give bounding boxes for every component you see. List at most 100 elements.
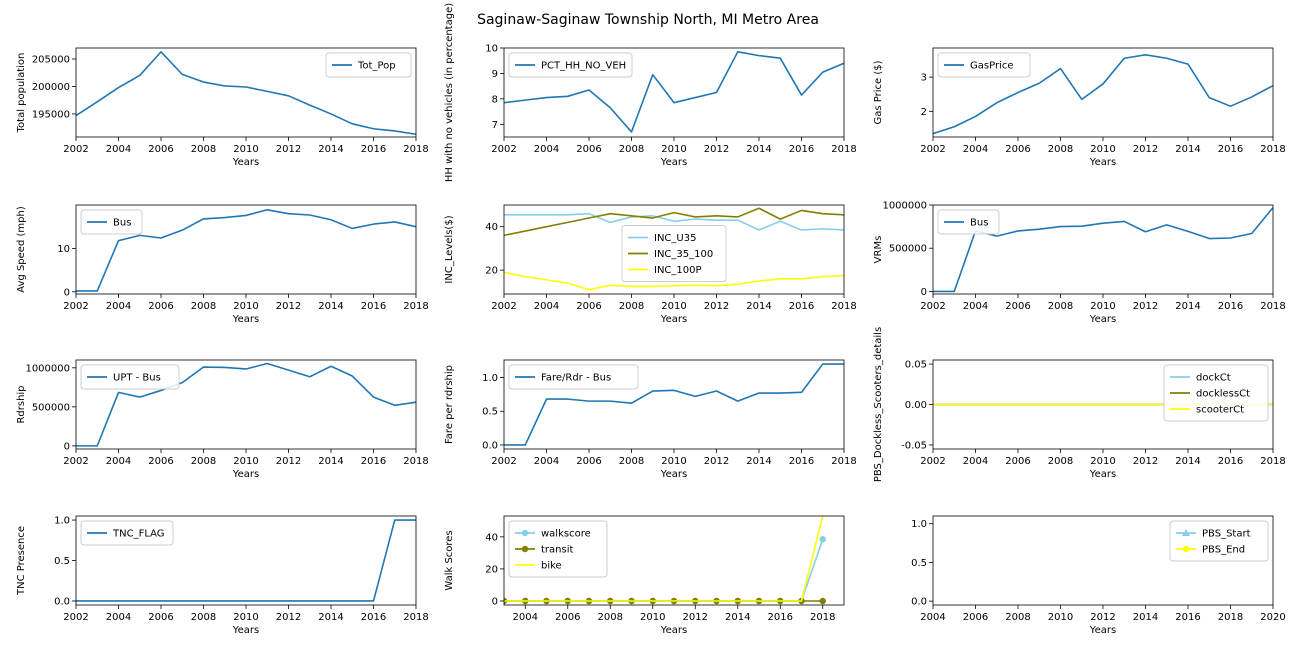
x-tick-label: 2012 [1090,612,1115,623]
y-tick-label: 200000 [32,82,70,93]
x-tick-label: 2008 [191,612,216,623]
x-tick-label: 2004 [534,144,559,155]
x-tick-label: 2016 [361,456,386,467]
x-tick-label: 2002 [920,456,945,467]
x-tick-label: 2012 [276,456,301,467]
legend-box [621,225,727,282]
y-tick-label: 40 [485,222,498,233]
x-axis-label: Years [232,469,259,480]
plot-area [76,519,416,602]
x-tick-label: 2008 [1048,456,1073,467]
x-axis-label: Years [232,314,259,325]
legend-marker [1182,529,1190,536]
y-tick-label: 1.0 [482,373,498,384]
x-tick-label: 2014 [318,301,343,312]
legend-label: scooterCt [1196,405,1244,416]
legend-label: PBS_Start [1202,529,1251,540]
legend-box [1169,520,1269,562]
plot-area [504,516,826,605]
figure-title: Saginaw-Saginaw Township North, MI Metro… [477,12,819,28]
x-tick-label: 2006 [148,456,173,467]
x-tick-label: 2016 [789,301,814,312]
series-line-PCT_HH_NO_VEH [504,51,844,133]
legend-box [80,364,180,390]
y-tick-label: 0 [492,596,498,607]
x-tick-label: 2008 [619,144,644,155]
x-tick-label: 2014 [318,612,343,623]
legend-box [508,364,639,390]
plot-area [504,207,844,291]
x-tick-label: 2002 [920,301,945,312]
legend-label: INC_100P [654,265,702,276]
x-tick-label: 2018 [810,612,835,623]
x-tick-label: 2016 [768,612,793,623]
y-tick-label: 0 [921,287,927,298]
x-tick-label: 2004 [106,144,131,155]
y-tick-label: 1000000 [882,201,927,212]
subplot-walk_scores: 2004 2006 2008 2010 2012 2014 2016 2018 0 20 40 Yea… [444,515,845,636]
x-tick-label: 2018 [831,456,856,467]
legend-label: INC_35_100 [654,249,713,260]
legend-box [80,209,143,235]
legend: Bus [80,209,143,235]
x-tick-label: 2012 [704,144,729,155]
x-tick-label: 2004 [963,456,988,467]
x-axis-label: Years [1089,314,1116,325]
x-tick-label: 2010 [233,456,258,467]
y-axis-label: PBS_Dockless_Scooters_details [873,327,884,482]
y-tick-label: 0.5 [482,407,498,418]
x-tick-label: 2002 [63,301,88,312]
x-tick-label: 2010 [661,144,686,155]
x-tick-label: 2008 [191,456,216,467]
series-line-GasPrice [933,54,1273,135]
x-tick-label: 2012 [276,144,301,155]
series-line-bike [504,516,824,602]
x-tick-label: 2014 [746,144,771,155]
x-tick-label: 2002 [491,301,516,312]
x-axis-label: Years [232,157,259,168]
series-line-INC_35_100 [504,207,844,237]
subplot-tot_pop: 2002 2004 2006 2008 2010 2012 2014 2016 2018 1950… [16,47,429,168]
legend-label: Bus [970,218,988,229]
y-tick-label: 0 [64,287,70,298]
plot-area [504,51,844,133]
y-tick-label: 500000 [32,402,70,413]
x-tick-label: 2002 [63,144,88,155]
x-tick-label: 2006 [1005,144,1030,155]
legend-label: PCT_HH_NO_VEH [541,61,626,72]
subplot-rdrship: 2002 2004 2006 2008 2010 2012 2014 2016 2018 0 500… [16,359,429,480]
x-tick-label: 2018 [1260,456,1285,467]
x-tick-label: 2008 [1048,301,1073,312]
x-tick-label: 2008 [191,301,216,312]
data-point-transit [819,597,826,605]
x-tick-label: 2016 [789,144,814,155]
x-tick-label: 2016 [361,612,386,623]
legend: PBS_Start PBS_End [1169,520,1269,562]
legend-label: Fare/Rdr - Bus [541,373,611,384]
x-tick-label: 2012 [1133,456,1158,467]
legend-marker [1182,545,1190,553]
x-tick-label: 2004 [513,612,538,623]
legend-label: Bus [113,218,131,229]
x-tick-label: 2018 [403,301,428,312]
subplot-avg_speed: 2002 2004 2006 2008 2010 2012 2014 2016 2018 0 10 Y… [16,204,429,325]
legend-label: transit [541,545,573,556]
x-axis-label: Years [660,625,687,636]
legend: GasPrice [937,52,1031,78]
series-line-TNC_FLAG [76,519,416,602]
x-tick-label: 2008 [598,612,623,623]
x-tick-label: 2018 [831,144,856,155]
legend: walkscore transit bike [508,520,608,578]
subplot-gas_price: 2002 2004 2006 2008 2010 2012 2014 2016 2018 2 3 Ye… [873,47,1286,168]
series-line-Tot_Pop [76,51,416,136]
x-tick-label: 2012 [704,301,729,312]
x-tick-label: 2016 [1218,301,1243,312]
y-tick-label: 20 [485,564,498,575]
y-axis-label: HH with no vehicles (in percentage) [444,3,455,182]
x-tick-label: 2002 [63,612,88,623]
y-axis-label: Walk Scores [444,530,455,590]
plot-area [504,363,844,446]
x-tick-label: 2006 [148,301,173,312]
y-tick-label: 10 [57,244,70,255]
x-tick-label: 2014 [1133,612,1158,623]
